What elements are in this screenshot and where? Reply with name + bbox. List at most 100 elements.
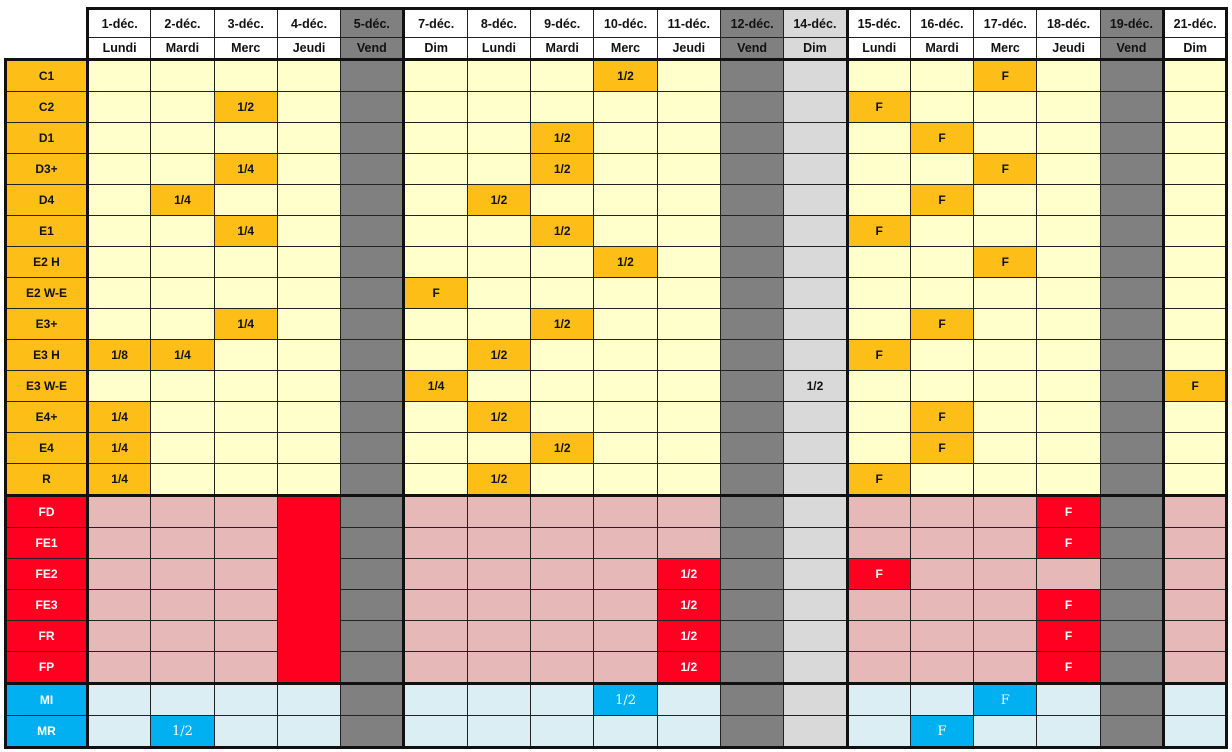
schedule-cell[interactable] <box>656 527 721 559</box>
schedule-cell[interactable] <box>85 308 152 340</box>
schedule-cell[interactable] <box>719 527 785 559</box>
schedule-cell[interactable] <box>276 682 342 716</box>
schedule-cell-filled[interactable]: F <box>973 246 1038 278</box>
schedule-cell[interactable] <box>719 339 785 371</box>
schedule-cell[interactable] <box>593 401 658 433</box>
schedule-cell[interactable] <box>530 651 595 685</box>
schedule-cell-filled[interactable]: 1/4 <box>213 215 278 247</box>
schedule-cell[interactable] <box>150 620 215 652</box>
schedule-cell[interactable] <box>150 308 215 340</box>
schedule-cell[interactable] <box>1163 463 1229 497</box>
schedule-cell[interactable] <box>466 527 532 559</box>
schedule-cell[interactable] <box>213 246 278 278</box>
schedule-cell[interactable] <box>593 122 658 154</box>
schedule-cell[interactable] <box>973 215 1038 247</box>
schedule-cell[interactable] <box>150 122 215 154</box>
schedule-cell[interactable] <box>656 370 721 402</box>
schedule-cell[interactable] <box>403 463 468 497</box>
schedule-cell[interactable] <box>846 246 911 278</box>
schedule-cell[interactable] <box>150 58 215 92</box>
schedule-cell[interactable] <box>276 58 342 92</box>
schedule-cell[interactable] <box>973 308 1038 340</box>
schedule-cell-filled[interactable]: F <box>1163 370 1229 402</box>
schedule-cell[interactable] <box>593 620 658 652</box>
schedule-cell[interactable] <box>340 277 406 309</box>
schedule-cell[interactable] <box>150 682 215 716</box>
schedule-cell[interactable] <box>466 246 532 278</box>
schedule-cell-filled[interactable]: 1/4 <box>213 153 278 185</box>
schedule-cell[interactable] <box>783 308 849 340</box>
schedule-cell[interactable] <box>593 277 658 309</box>
schedule-cell[interactable] <box>466 558 532 590</box>
schedule-cell-filled[interactable]: F <box>973 153 1038 185</box>
schedule-cell[interactable] <box>213 494 278 528</box>
schedule-cell[interactable] <box>340 153 406 185</box>
schedule-cell[interactable] <box>1163 215 1229 247</box>
schedule-cell[interactable] <box>783 184 849 216</box>
schedule-cell[interactable] <box>1099 715 1166 749</box>
schedule-cell[interactable] <box>213 651 278 685</box>
schedule-cell[interactable] <box>719 682 785 716</box>
schedule-cell[interactable] <box>403 215 468 247</box>
schedule-cell[interactable] <box>909 527 975 559</box>
schedule-cell-filled[interactable]: 1/2 <box>466 184 532 216</box>
schedule-cell[interactable] <box>973 401 1038 433</box>
schedule-cell[interactable] <box>276 246 342 278</box>
schedule-cell[interactable] <box>403 246 468 278</box>
schedule-cell[interactable] <box>1036 246 1101 278</box>
schedule-cell[interactable] <box>719 308 785 340</box>
schedule-cell[interactable] <box>150 463 215 497</box>
schedule-cell[interactable] <box>973 651 1038 685</box>
schedule-cell[interactable] <box>1163 184 1229 216</box>
schedule-cell[interactable] <box>466 277 532 309</box>
schedule-cell[interactable] <box>1036 401 1101 433</box>
schedule-cell-filled[interactable]: 1/2 <box>656 620 721 652</box>
schedule-cell[interactable] <box>466 370 532 402</box>
schedule-cell[interactable] <box>656 215 721 247</box>
schedule-cell[interactable] <box>846 620 911 652</box>
schedule-cell[interactable] <box>150 277 215 309</box>
schedule-cell[interactable] <box>656 91 721 123</box>
schedule-cell[interactable] <box>1163 558 1229 590</box>
schedule-cell[interactable] <box>85 246 152 278</box>
schedule-cell[interactable] <box>340 91 406 123</box>
schedule-cell[interactable] <box>846 651 911 685</box>
schedule-cell[interactable] <box>973 184 1038 216</box>
schedule-cell[interactable] <box>213 58 278 92</box>
schedule-cell[interactable] <box>213 370 278 402</box>
schedule-cell[interactable] <box>846 401 911 433</box>
schedule-cell[interactable] <box>1099 682 1166 716</box>
schedule-cell-filled[interactable]: F <box>1036 589 1101 621</box>
schedule-cell[interactable] <box>340 527 406 559</box>
schedule-cell[interactable] <box>85 215 152 247</box>
schedule-cell[interactable] <box>340 246 406 278</box>
schedule-cell[interactable] <box>593 527 658 559</box>
schedule-cell-filled[interactable]: 1/2 <box>150 715 215 749</box>
schedule-cell-filled[interactable]: F <box>1036 651 1101 685</box>
schedule-cell[interactable] <box>150 91 215 123</box>
schedule-cell[interactable] <box>846 682 911 716</box>
schedule-cell[interactable] <box>85 494 152 528</box>
schedule-cell[interactable] <box>1099 308 1166 340</box>
schedule-cell[interactable] <box>213 558 278 590</box>
schedule-cell[interactable] <box>340 58 406 92</box>
schedule-cell[interactable] <box>403 651 468 685</box>
schedule-cell[interactable] <box>593 370 658 402</box>
schedule-cell[interactable] <box>1036 339 1101 371</box>
schedule-cell[interactable] <box>909 682 975 716</box>
schedule-cell[interactable] <box>846 184 911 216</box>
schedule-cell[interactable] <box>1036 463 1101 497</box>
schedule-cell[interactable] <box>85 91 152 123</box>
schedule-cell[interactable] <box>593 432 658 464</box>
schedule-cell[interactable] <box>719 184 785 216</box>
schedule-cell[interactable] <box>719 246 785 278</box>
schedule-cell[interactable] <box>466 494 532 528</box>
schedule-cell[interactable] <box>466 715 532 749</box>
schedule-cell-filled[interactable]: F <box>909 401 975 433</box>
schedule-cell[interactable] <box>719 122 785 154</box>
schedule-cell[interactable] <box>719 620 785 652</box>
schedule-cell-filled[interactable]: F <box>909 308 975 340</box>
schedule-cell-filled[interactable]: F <box>909 122 975 154</box>
schedule-cell-filled[interactable]: 1/8 <box>85 339 152 371</box>
schedule-cell[interactable] <box>846 589 911 621</box>
